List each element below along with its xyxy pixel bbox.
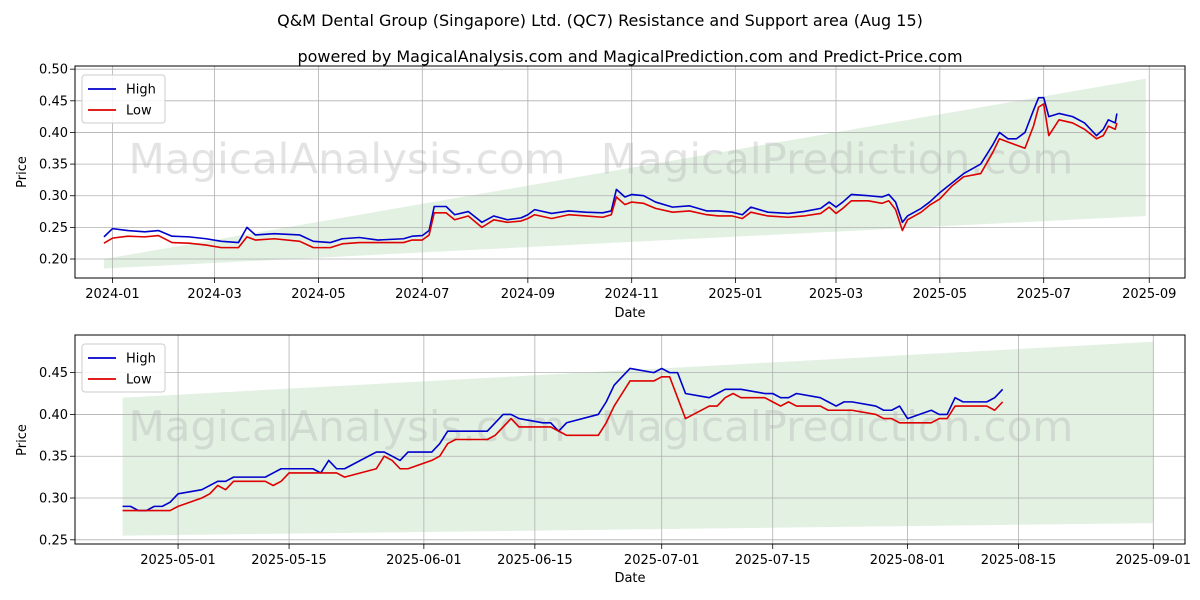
y-axis-label: Price (15, 156, 30, 188)
legend: High Low (81, 74, 166, 124)
x-tick-label: 2025-08-15 (981, 553, 1057, 568)
watermark-text: MagicalAnalysis.com (129, 402, 566, 451)
support-resistance-band (103, 78, 1146, 269)
x-tick-label: 2024-03 (187, 287, 241, 302)
x-tick-label: 2025-05-01 (140, 553, 216, 568)
plot-frame (74, 334, 1186, 545)
y-tick-label: 0.40 (39, 408, 68, 423)
x-tick-label: 2025-05 (913, 287, 967, 302)
x-tick-label: 2025-03 (809, 287, 863, 302)
legend-label-high: High (126, 83, 156, 98)
series-line-low (103, 103, 1118, 249)
top-panel: 2024-01 2024-03 2024-05 2024-07 2024-09 2024-… (15, 63, 1186, 321)
x-tick-label: 2025-09-01 (1116, 553, 1192, 568)
support-resistance-band (122, 341, 1154, 536)
x-tick-label: 2024-05 (291, 287, 345, 302)
chart-title: Q&M Dental Group (Singapore) Ltd. (QC7) … (277, 11, 923, 30)
y-tick-label: 0.25 (39, 221, 68, 236)
series-line-high (103, 96, 1118, 244)
watermark-text: MagicalPrediction.com (601, 402, 1074, 451)
y-tick-label: 0.25 (39, 533, 68, 548)
y-tick-label: 0.35 (39, 450, 68, 465)
x-tick-label: 2025-06-15 (497, 553, 573, 568)
x-tick-label: 2025-08-01 (870, 553, 946, 568)
x-tick-label: 2024-07 (395, 287, 449, 302)
watermark-text: MagicalAnalysis.com (129, 134, 566, 183)
y-tick-label: 0.30 (39, 189, 68, 204)
bottom-panel: 2025-05-01 2025-05-15 2025-06-01 2025-06-15… (15, 334, 1192, 586)
x-tick-label: 2025-09 (1122, 287, 1176, 302)
y-tick-label: 0.35 (39, 158, 68, 173)
x-tick-label: 2025-07-15 (735, 553, 811, 568)
legend-label-low: Low (126, 373, 152, 388)
series-line-low (122, 376, 1004, 512)
y-tick-label: 0.45 (39, 366, 68, 381)
x-tick-label: 2025-06-01 (386, 553, 462, 568)
chart-subtitle: powered by MagicalAnalysis.com and Magic… (297, 47, 962, 66)
legend-label-high: High (126, 352, 156, 367)
plot-frame (74, 65, 1186, 279)
legend-label-low: Low (126, 104, 152, 119)
legend-box (81, 74, 166, 124)
y-axis-label: Price (15, 424, 30, 456)
x-axis-label: Date (614, 306, 645, 321)
x-axis-label: Date (614, 571, 645, 586)
x-tick-label: 2024-11 (605, 287, 659, 302)
y-tick-label: 0.40 (39, 126, 68, 141)
x-tick-label: 2025-07-01 (624, 553, 700, 568)
y-tick-label: 0.20 (39, 253, 68, 268)
x-tick-label: 2024-01 (85, 287, 139, 302)
x-tick-label: 2025-01 (708, 287, 762, 302)
y-tick-label: 0.50 (39, 63, 68, 78)
series-line-high (122, 367, 1004, 512)
legend: High Low (81, 343, 166, 393)
watermark-text: MagicalPrediction.com (601, 134, 1074, 183)
x-tick-label: 2025-07 (1017, 287, 1071, 302)
y-tick-label: 0.45 (39, 94, 68, 109)
x-tick-label: 2024-09 (501, 287, 555, 302)
legend-box (81, 343, 166, 393)
y-tick-label: 0.30 (39, 492, 68, 507)
x-tick-label: 2025-05-15 (251, 553, 327, 568)
